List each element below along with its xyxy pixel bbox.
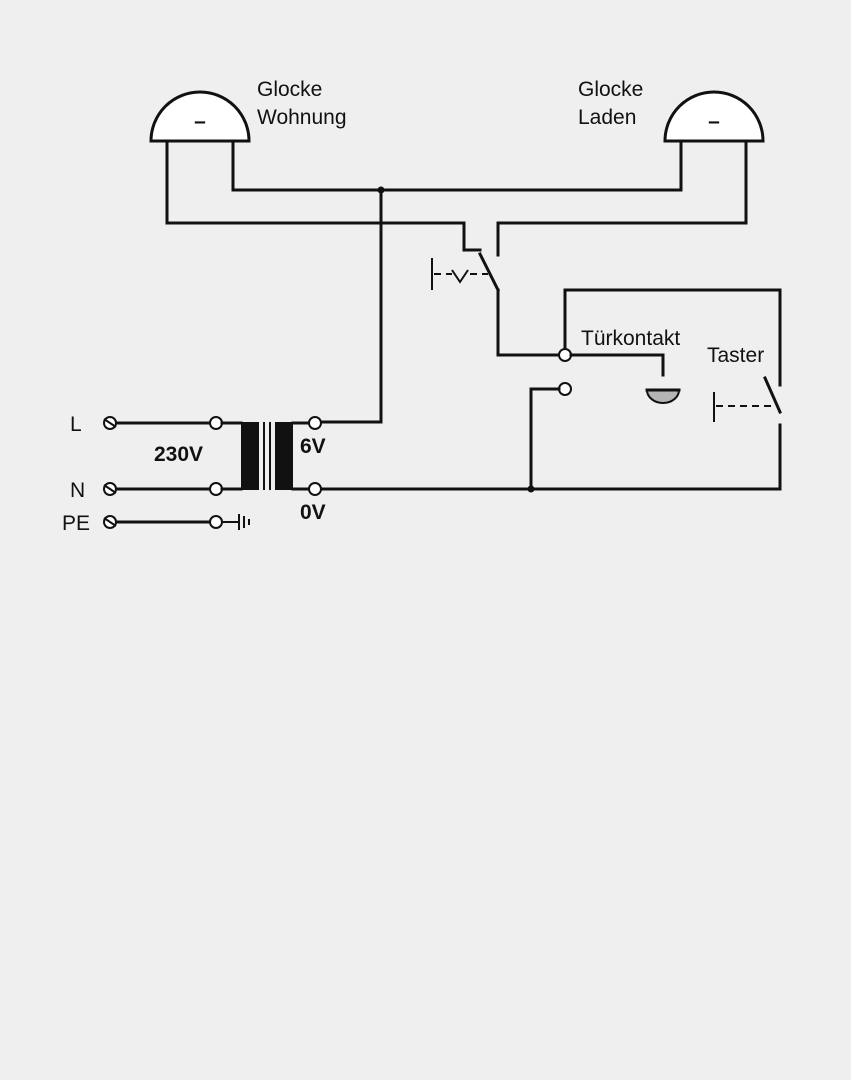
- bell-shop-label-line2: Laden: [578, 106, 636, 129]
- terminal-n[interactable]: [103, 482, 117, 496]
- label-6v: 6V: [300, 435, 326, 458]
- wire-shop-return: [496, 139, 748, 257]
- transformer-core-left: [263, 422, 265, 490]
- label-pe: PE: [62, 512, 90, 535]
- transformer-pe-terminal[interactable]: [209, 515, 223, 529]
- door-contact-terminal-top[interactable]: [558, 348, 572, 362]
- bell-wiring: [165, 139, 748, 424]
- bell-shop-dome: [663, 90, 765, 143]
- transformer-secondary-terminal-6v[interactable]: [308, 416, 322, 430]
- push-button-lower-wire: [313, 423, 782, 491]
- transformer-secondary-terminal-0v[interactable]: [308, 482, 322, 496]
- wire-apartment-return: [165, 139, 466, 252]
- label-0v: 0V: [300, 501, 326, 524]
- bell-shop-symbol: –: [708, 110, 720, 133]
- ground-symbol: [222, 514, 250, 530]
- switch-blade: [477, 251, 501, 293]
- wire-door-contact-bottom: [529, 387, 561, 491]
- door-contact-plunger: [645, 389, 681, 404]
- transformer-core-right: [269, 422, 271, 490]
- switch-actuator-notch: [451, 269, 469, 284]
- wire-pushbutton-top: [563, 288, 782, 387]
- wire-common: [231, 139, 683, 192]
- bell-apartment-dome: [149, 90, 251, 143]
- door-contact-arm: [569, 353, 665, 377]
- label-230v: 230V: [154, 443, 203, 466]
- transformer-secondary-winding: [275, 422, 293, 490]
- label-l: L: [70, 413, 82, 436]
- bell-apartment-label-line1: Glocke: [257, 78, 322, 101]
- transformer-primary-winding: [241, 422, 259, 490]
- bell-apartment: –: [149, 90, 251, 143]
- door-contact-terminal-bottom[interactable]: [558, 382, 572, 396]
- push-button: [313, 376, 782, 493]
- bell-shop-label-line1: Glocke: [578, 78, 643, 101]
- terminal-l[interactable]: [103, 416, 117, 430]
- junction-0v-return: [527, 485, 535, 493]
- bell-shop: –: [663, 90, 765, 143]
- push-button-blade: [763, 376, 782, 414]
- bell-apartment-symbol: –: [194, 110, 206, 133]
- bell-apartment-label-line2: Wohnung: [257, 106, 347, 129]
- door-contact-label: Türkontakt: [581, 327, 680, 350]
- terminal-pe[interactable]: [103, 515, 117, 529]
- push-button-label: Taster: [707, 344, 764, 367]
- changeover-switch: [431, 248, 567, 357]
- mains-input: [103, 416, 250, 530]
- door-contact-group: [529, 288, 782, 491]
- transformer-primary-terminal-l[interactable]: [209, 416, 223, 430]
- switch-common-wire: [496, 288, 567, 357]
- label-n: N: [70, 479, 85, 502]
- transformer: [220, 416, 322, 496]
- wire-6v-feed: [313, 188, 383, 424]
- transformer-primary-terminal-n[interactable]: [209, 482, 223, 496]
